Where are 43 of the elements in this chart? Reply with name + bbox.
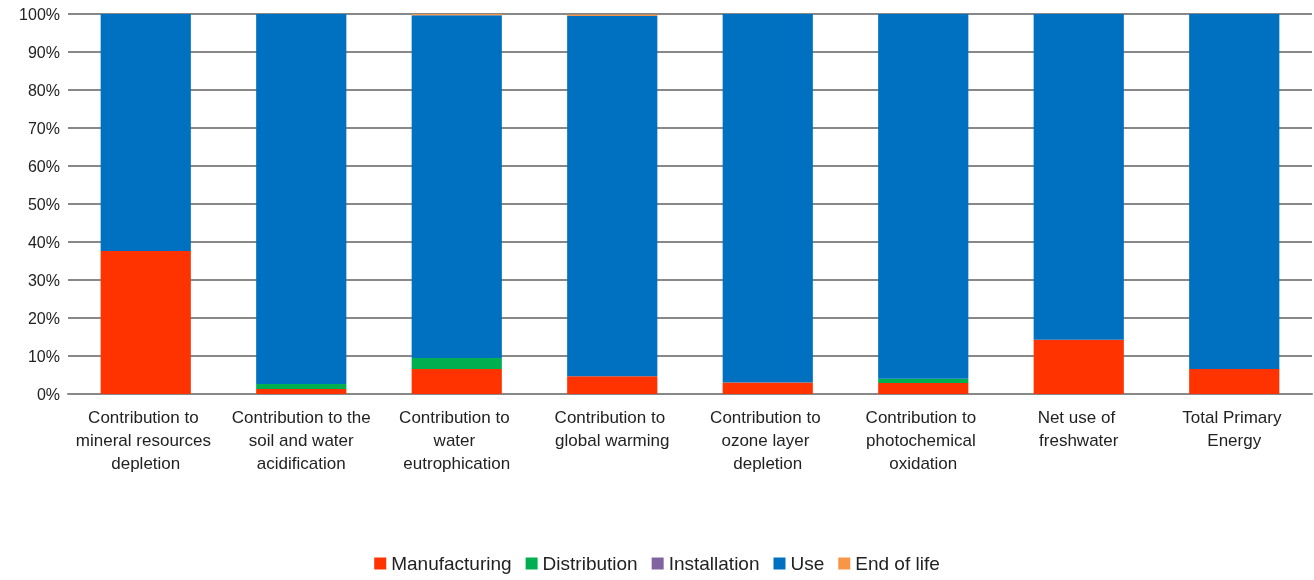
bar [411,357,502,369]
bar [1033,339,1124,394]
bar [722,382,813,394]
bar [411,368,502,394]
legend-label: Use [790,553,825,574]
bar [100,14,191,252]
y-tick-label: 80% [27,81,60,99]
legend-label: Manufacturing [391,553,512,574]
bar [567,376,658,394]
legend-label: Distribution [542,553,638,574]
bar [722,14,813,383]
bar [411,15,502,358]
x-tick-label: Contribution to mineral resources depletion [75,408,216,473]
y-tick-label: 10% [27,347,60,365]
x-tick-label: Contribution to global warming [554,408,670,450]
y-tick-label: 90% [27,43,60,61]
bar [878,14,969,379]
y-tick-label: 20% [27,309,60,327]
y-tick-label: 50% [27,195,60,213]
bar [567,15,658,377]
y-tick-label: 60% [27,157,60,175]
bar [1189,14,1280,369]
x-tick-label: Contribution to ozone layer depletion [710,408,826,473]
x-tick-label: Total Primary Energy [1182,408,1287,450]
x-tick-label: Contribution to the soil and water acidification [231,408,371,473]
bar [1189,368,1280,394]
y-tick-label: 40% [27,233,60,251]
y-tick-label: 30% [27,271,60,289]
bar [256,14,347,385]
bar [256,389,347,394]
y-tick-label: 100% [19,5,60,23]
bar [878,378,969,383]
x-tick-label: Net use of freshwater [1037,408,1120,450]
bar [878,382,969,394]
bar [256,384,347,390]
legend-label: End of life [855,553,940,574]
legend-label: Installation [668,553,760,574]
y-tick-label: 70% [27,119,60,137]
x-tick-label: Contribution to water eutrophication [399,408,515,473]
bar [1033,14,1124,340]
bar [100,251,191,394]
y-tick-label: 0% [36,385,60,403]
x-tick-label: Contribution to photochemical oxidation [865,408,981,473]
